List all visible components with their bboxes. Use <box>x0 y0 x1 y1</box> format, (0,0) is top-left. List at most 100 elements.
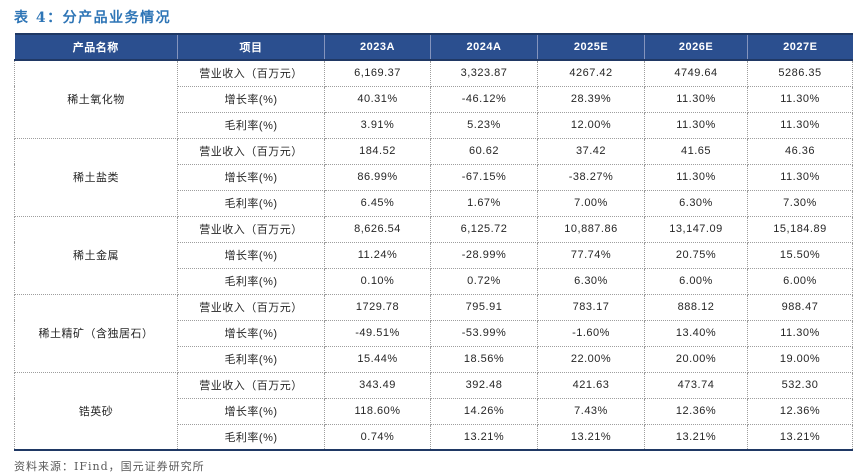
value-cell: 10,887.86 <box>537 215 645 243</box>
value-cell: 37.42 <box>537 137 645 165</box>
table-row: 稀土盐类 营业收入（百万元） 184.52 60.62 37.42 41.65 46.36 <box>14 137 853 217</box>
value-cell: -53.99% <box>430 319 538 347</box>
value-cell: 77.74% <box>537 241 645 269</box>
table-header: 产品名称 项目 2023A 2024A 2025E 2026E 2027E <box>14 33 853 61</box>
value-cell: 6.00% <box>644 267 748 295</box>
item-label-cell: 营业收入（百万元） <box>177 293 325 321</box>
value-cell: 18.56% <box>430 345 538 373</box>
item-label-cell: 毛利率(%) <box>177 345 325 373</box>
table-row: 稀土金属 营业收入（百万元） 8,626.54 6,125.72 10,887.86 13… <box>14 215 853 295</box>
product-name-cell: 稀土氧化物 <box>14 59 178 139</box>
item-label-cell: 增长率(%) <box>177 85 325 113</box>
table-row: 毛利率(%) 6.45% 1.67% 7.00% 6.30% 7.30% <box>15 189 853 217</box>
header-2025e: 2025E <box>537 33 645 61</box>
product-name-cell: 稀土盐类 <box>14 137 178 217</box>
value-cell: 22.00% <box>537 345 645 373</box>
value-cell: -38.27% <box>537 163 645 191</box>
table-body: 稀土氧化物 营业收入（百万元） 6,169.37 3,323.87 4267.42 474… <box>14 59 853 451</box>
value-cell: 473.74 <box>644 371 748 399</box>
value-cell: 3.91% <box>324 111 431 139</box>
value-cell: 783.17 <box>537 293 645 321</box>
value-cell: 13.21% <box>644 423 748 451</box>
item-label-cell: 毛利率(%) <box>177 423 325 451</box>
header-row: 产品名称 项目 2023A 2024A 2025E 2026E 2027E <box>14 33 853 61</box>
value-cell: 11.30% <box>747 163 853 191</box>
value-cell: 6.30% <box>537 267 645 295</box>
value-cell: 13.21% <box>537 423 645 451</box>
value-cell: 11.30% <box>644 85 748 113</box>
value-cell: 19.00% <box>747 345 853 373</box>
value-cell: 421.63 <box>537 371 645 399</box>
table-row: 增长率(%) 86.99% -67.15% -38.27% 11.30% 11.30% <box>15 163 853 191</box>
value-cell: 5286.35 <box>747 59 853 87</box>
value-cell: 28.39% <box>537 85 645 113</box>
value-cell: 0.72% <box>430 267 538 295</box>
value-cell: 15.50% <box>747 241 853 269</box>
value-cell: 11.30% <box>747 319 853 347</box>
value-cell: -1.60% <box>537 319 645 347</box>
value-cell: 15.44% <box>324 345 431 373</box>
value-cell: 13,147.09 <box>644 215 748 243</box>
value-cell: 7.30% <box>747 189 853 217</box>
value-cell: 60.62 <box>430 137 538 165</box>
header-2027e: 2027E <box>747 33 853 61</box>
value-cell: 888.12 <box>644 293 748 321</box>
product-name-cell: 稀土金属 <box>14 215 178 295</box>
value-cell: 4267.42 <box>537 59 645 87</box>
item-label-cell: 增长率(%) <box>177 163 325 191</box>
value-cell: 41.65 <box>644 137 748 165</box>
item-label-cell: 毛利率(%) <box>177 111 325 139</box>
table-row: 毛利率(%) 0.10% 0.72% 6.30% 6.00% 6.00% <box>15 267 853 295</box>
value-cell: 795.91 <box>430 293 538 321</box>
value-cell: 6,169.37 <box>324 59 431 87</box>
value-cell: 11.30% <box>644 163 748 191</box>
value-cell: 3,323.87 <box>430 59 538 87</box>
item-label-cell: 毛利率(%) <box>177 189 325 217</box>
value-cell: 5.23% <box>430 111 538 139</box>
value-cell: 7.43% <box>537 397 645 425</box>
value-cell: 392.48 <box>430 371 538 399</box>
value-cell: 14.26% <box>430 397 538 425</box>
value-cell: 6.45% <box>324 189 431 217</box>
value-cell: 8,626.54 <box>324 215 431 243</box>
value-cell: 0.10% <box>324 267 431 295</box>
value-cell: 6.00% <box>747 267 853 295</box>
value-cell: -28.99% <box>430 241 538 269</box>
value-cell: -67.15% <box>430 163 538 191</box>
value-cell: 1729.78 <box>324 293 431 321</box>
table-row: 增长率(%) -49.51% -53.99% -1.60% 13.40% 11.30% <box>15 319 853 347</box>
table-row: 毛利率(%) 3.91% 5.23% 12.00% 11.30% 11.30% <box>15 111 853 139</box>
product-business-table: 产品名称 项目 2023A 2024A 2025E 2026E 2027E 稀土… <box>14 33 853 451</box>
product-name-cell: 稀土精矿（含独居石） <box>14 293 178 373</box>
table-row: 增长率(%) 118.60% 14.26% 7.43% 12.36% 12.36% <box>15 397 853 425</box>
value-cell: 7.00% <box>537 189 645 217</box>
source-note: 资料来源：IFind，国元证券研究所 <box>14 460 205 473</box>
value-cell: 12.36% <box>644 397 748 425</box>
item-label-cell: 营业收入（百万元） <box>177 215 325 243</box>
item-label-cell: 营业收入（百万元） <box>177 371 325 399</box>
value-cell: 20.00% <box>644 345 748 373</box>
value-cell: -49.51% <box>324 319 431 347</box>
value-cell: 1.67% <box>430 189 538 217</box>
value-cell: 12.36% <box>747 397 853 425</box>
value-cell: 6,125.72 <box>430 215 538 243</box>
header-item: 项目 <box>177 33 325 61</box>
value-cell: 11.30% <box>644 111 748 139</box>
table-row: 毛利率(%) 0.74% 13.21% 13.21% 13.21% 13.21% <box>15 423 853 451</box>
value-cell: 11.30% <box>747 111 853 139</box>
value-cell: 11.30% <box>747 85 853 113</box>
item-label-cell: 增长率(%) <box>177 241 325 269</box>
table-row: 锆英砂 营业收入（百万元） 343.49 392.48 421.63 473.74 532.… <box>14 371 853 451</box>
item-label-cell: 毛利率(%) <box>177 267 325 295</box>
header-2026e: 2026E <box>644 33 748 61</box>
value-cell: 13.21% <box>430 423 538 451</box>
table-row: 稀土氧化物 营业收入（百万元） 6,169.37 3,323.87 4267.42 474… <box>14 59 853 139</box>
item-label-cell: 营业收入（百万元） <box>177 137 325 165</box>
value-cell: 118.60% <box>324 397 431 425</box>
value-cell: 46.36 <box>747 137 853 165</box>
value-cell: 15,184.89 <box>747 215 853 243</box>
header-2024a: 2024A <box>430 33 538 61</box>
value-cell: 86.99% <box>324 163 431 191</box>
value-cell: 4749.64 <box>644 59 748 87</box>
